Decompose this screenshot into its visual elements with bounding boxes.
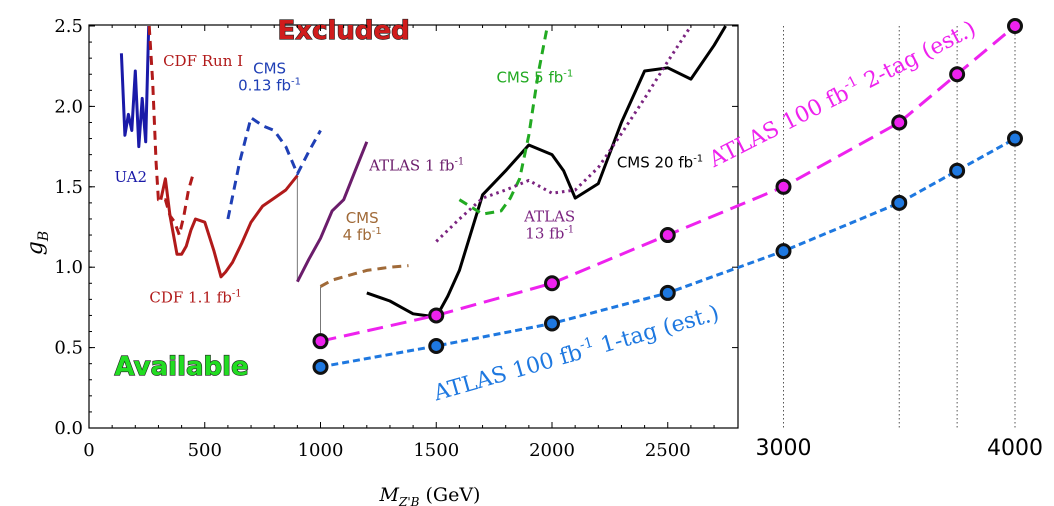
projection-point: [659, 284, 676, 301]
series-label-sup: -1: [232, 289, 242, 300]
series-label: ATLAS 1 fb-1: [368, 157, 464, 175]
projection-label-sup: -1: [841, 73, 860, 93]
projection-point: [659, 227, 676, 244]
y-axis-title: gB: [23, 231, 52, 255]
projection-label: ATLAS 100 fb-1 2-tag (est.): [704, 15, 980, 174]
x-tick-label: 4000: [987, 436, 1043, 461]
series-line-1: [320, 137, 1016, 369]
series-label-sup: -1: [372, 226, 382, 237]
series-line-8: [435, 25, 693, 243]
series-label: UA2: [114, 168, 147, 186]
projection-point: [544, 315, 560, 332]
y-tick-label: 1.5: [54, 177, 83, 198]
projection-label-tail: 2-tag (est.): [854, 16, 980, 97]
series-label-text: CMS 20 fb: [617, 154, 693, 172]
series-line-2: [159, 174, 299, 279]
series-label: CMS 20 fb-1: [617, 154, 703, 172]
projection-point: [949, 162, 966, 179]
x-axis-title-sub: Z'B: [398, 495, 420, 506]
x-axis-title: MZ'B (GeV): [379, 484, 481, 506]
series-label: ATLAS: [523, 207, 575, 225]
region-label-available: Available: [114, 352, 248, 382]
series-label: CMS: [346, 209, 379, 227]
projection-point: [891, 194, 908, 211]
x-tick-label: 500: [188, 440, 222, 461]
series-label: CDF Run I: [163, 52, 243, 70]
series-label-text: CDF 1.1 fb: [149, 289, 231, 307]
projection-point: [544, 275, 560, 292]
y-axis-title-main: g: [23, 241, 48, 255]
series-label-text: 0.13 fb: [238, 76, 291, 94]
y-tick-label: 0.5: [54, 338, 83, 359]
projection-label: ATLAS 100 fb-1 1-tag (est.): [430, 299, 723, 407]
series-label-text: CMS 5 fb: [496, 68, 563, 86]
y-tick-label: 2.0: [54, 96, 83, 117]
x-axis-title-main: M: [379, 484, 400, 506]
projection-label-tail: 1-tag (est.): [591, 301, 722, 361]
series-label-text: UA2: [114, 168, 147, 186]
projection-point: [775, 178, 792, 195]
projection-point: [1007, 130, 1023, 147]
series-layer: [119, 18, 1023, 375]
y-tick-label: 1.0: [54, 257, 83, 278]
series-label-text: 4 fb: [343, 226, 372, 244]
x-axis-title-unit: (GeV): [419, 484, 480, 506]
x-tick-label: 2500: [645, 440, 691, 461]
series-label-text: ATLAS 1 fb: [368, 157, 454, 175]
projection-point: [428, 337, 445, 354]
x-tick-label: 0: [83, 440, 94, 461]
series-label-line2: 0.13 fb-1: [238, 76, 301, 94]
x-tick-label: 2000: [529, 440, 575, 461]
projection-point: [949, 66, 966, 83]
series-label-sup: -1: [454, 157, 464, 168]
projection-point: [775, 243, 792, 260]
series-label: CMS 5 fb-1: [496, 68, 573, 86]
series-label-line2: 13 fb-1: [525, 224, 574, 242]
series-label: CDF 1.1 fb-1: [149, 289, 241, 307]
x-tick-label: 1500: [413, 440, 459, 461]
projection-point: [1007, 18, 1023, 34]
series-label-sup: -1: [693, 154, 703, 165]
projection-point: [428, 307, 445, 324]
ticks-layer: 0 500 1000 1500 2000 2500 3000 4000 0.0 0.5 1.0 1.5…: [23, 16, 1043, 506]
series-line-5: [319, 264, 409, 288]
series-label-sup: -1: [563, 68, 573, 79]
series-label-sup: -1: [564, 224, 574, 235]
y-tick-label: 2.5: [54, 16, 83, 37]
series-line-3: [226, 116, 322, 220]
projection-point: [312, 358, 329, 375]
series-label-text: CDF Run I: [163, 52, 243, 70]
projection-point: [891, 114, 908, 131]
series-label-sup: -1: [291, 76, 301, 87]
y-axis-title-sub: B: [36, 231, 52, 242]
x-tick-label: 1000: [298, 440, 344, 461]
series-label: CMS: [253, 59, 286, 77]
series-line-4: [296, 141, 369, 283]
outer-dotted-lines: [783, 26, 1016, 428]
y-tick-label: 0.0: [54, 418, 83, 439]
series-label-text: 13 fb: [525, 224, 564, 242]
projection-point: [312, 333, 329, 350]
projection-label-text: ATLAS 100 fb: [430, 340, 585, 407]
region-label-excluded: Excluded: [278, 16, 410, 46]
series-line-0: [320, 24, 1016, 343]
series-label-line2: 4 fb-1: [343, 226, 382, 244]
series-line-0: [119, 25, 151, 149]
vertical-guides: [296, 175, 321, 342]
projection-label-sup: -1: [578, 335, 596, 354]
series-line-7: [458, 25, 549, 216]
x-tick-label: 3000: [756, 436, 812, 461]
projection-label-text: ATLAS 100 fb: [705, 81, 854, 173]
